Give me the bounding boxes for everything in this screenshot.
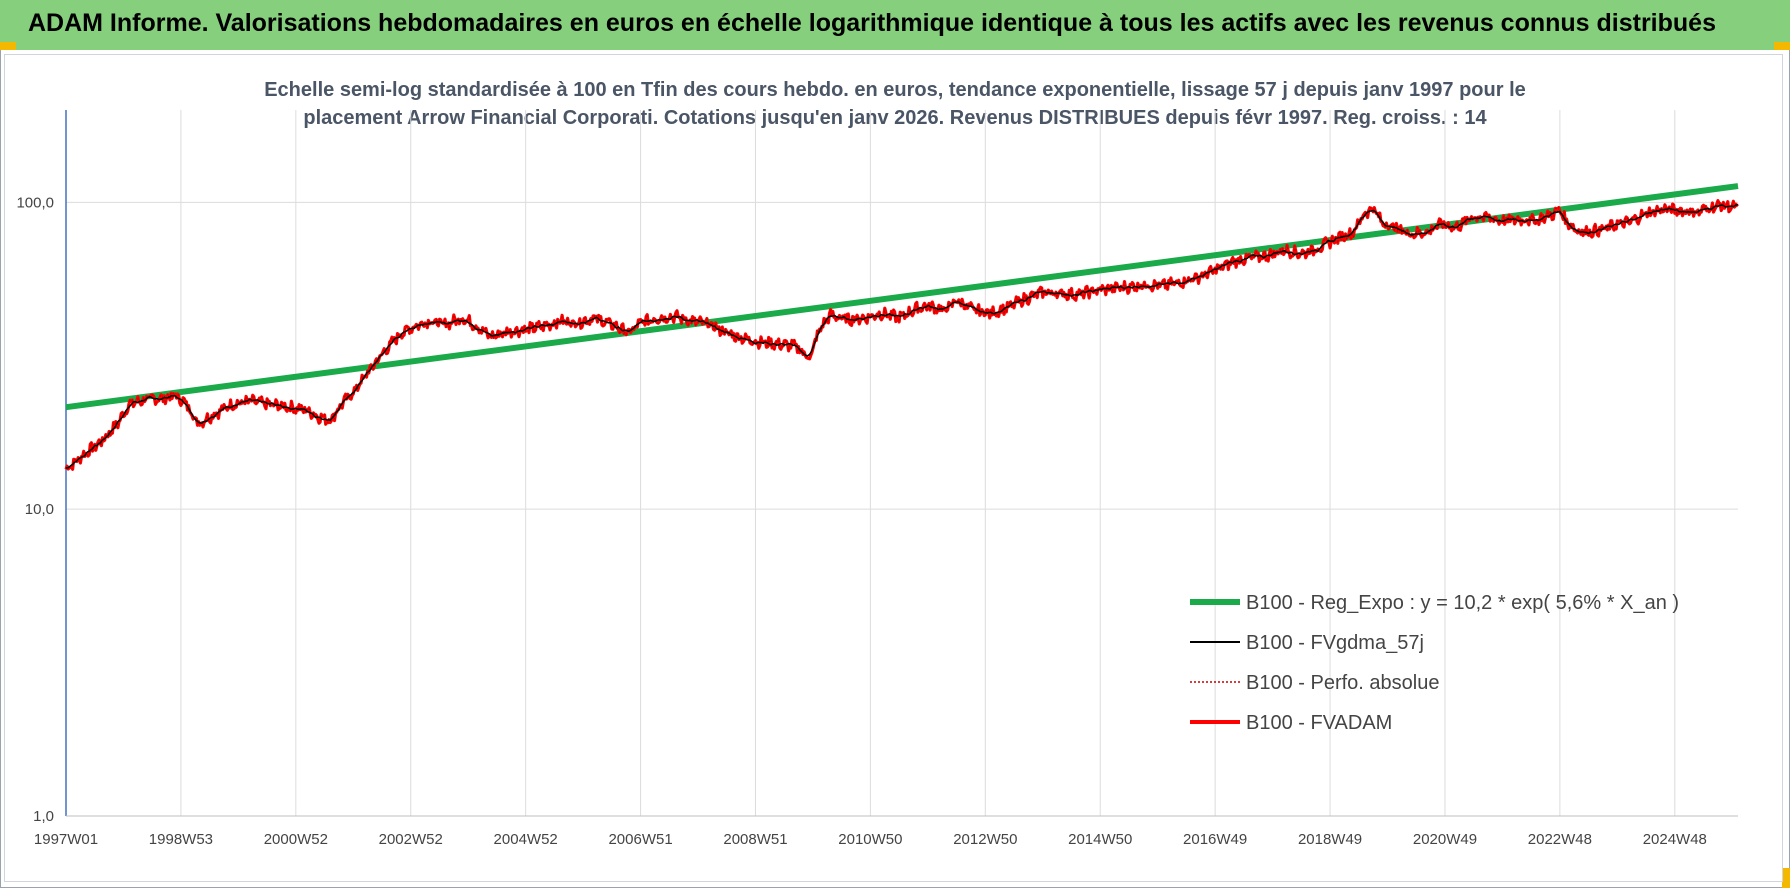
header-banner: ADAM Informe. Valorisations hebdomadaire… [0,0,1790,50]
corner-mark-left [0,42,16,50]
chart-frame [4,54,1783,882]
x-tick-label: 2010W50 [838,831,902,848]
chart-title-line-2: placement Arrow Financial Corporati. Cot… [303,107,1487,129]
x-tick-label: 2014W50 [1068,831,1132,848]
x-tick-label: 2004W52 [494,831,558,848]
y-tick-label: 10,0 [25,501,54,518]
x-tick-label: 2020W49 [1413,831,1477,848]
legend-label-4: B100 - FVADAM [1246,712,1392,734]
x-tick-label: 2016W49 [1183,831,1247,848]
chart-title-line-1: Echelle semi-log standardisée à 100 en T… [264,79,1526,101]
x-tick-label: 2012W50 [953,831,1017,848]
x-tick-label: 1997W01 [34,831,98,848]
page-title: ADAM Informe. Valorisations hebdomadaire… [28,9,1716,37]
series-trend-line [65,183,1739,411]
legend-label-2: B100 - FVgdma_57j [1246,632,1424,654]
x-tick-label: 2018W49 [1298,831,1362,848]
corner-mark-right [1774,42,1790,50]
legend-label-1: B100 - Reg_Expo : y = 10,2 * exp( 5,6% *… [1246,592,1679,614]
x-tick-label: 2000W52 [264,831,328,848]
legend-label-3: B100 - Perfo. absolue [1246,672,1439,694]
x-tick-label: 2024W48 [1643,831,1707,848]
y-tick-label: 100,0 [16,194,54,211]
x-tick-label: 2002W52 [379,831,443,848]
x-tick-label: 2008W51 [723,831,787,848]
x-tick-label: 2022W48 [1528,831,1592,848]
series-fvgdma-line [65,204,1738,469]
x-tick-label: 2006W51 [608,831,672,848]
corner-mark-bottom-right [1782,868,1790,888]
y-tick-label: 1,0 [33,808,54,825]
x-tick-label: 1998W53 [149,831,213,848]
series-fvadam-line [64,199,1739,471]
series-perfo-absolue-line [65,199,1739,470]
